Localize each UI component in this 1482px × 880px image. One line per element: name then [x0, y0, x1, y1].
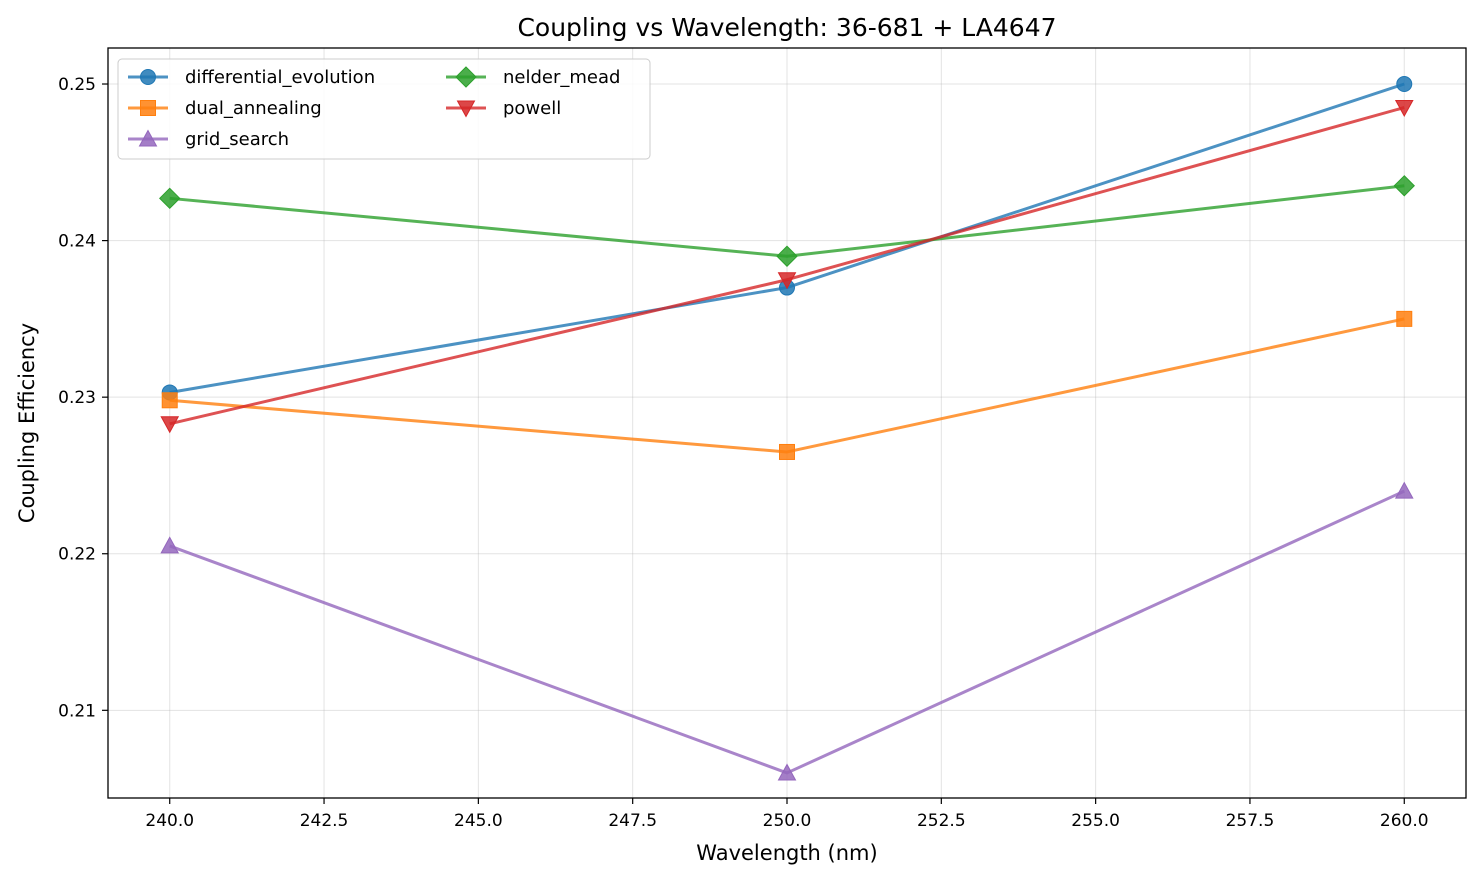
y-tick-label: 0.24 [58, 232, 96, 252]
legend-marker-powell [456, 100, 476, 118]
x-tick-label: 257.5 [1226, 811, 1275, 831]
legend-item-differential_evolution: differential_evolution [128, 67, 375, 88]
legend-label: nelder_mead [503, 67, 620, 88]
x-tick-label: 242.5 [300, 811, 349, 831]
x-axis-ticks: 240.0 242.5 245.0 247.5 250.0 252.5 255.0 257.5… [145, 798, 1429, 831]
y-tick-label: 0.21 [58, 701, 96, 721]
data-point-differential_evolution [1396, 76, 1413, 93]
data-point-grid_search [777, 763, 797, 781]
legend-label: powell [503, 98, 561, 119]
legend-marker-differential_evolution [140, 69, 156, 85]
legend-item-dual_annealing: dual_annealing [128, 98, 322, 119]
series-powell [160, 99, 1414, 434]
legend-item-nelder_mead: nelder_mead [446, 66, 620, 88]
x-tick-label: 260.0 [1380, 811, 1429, 831]
legend: differential_evolution dual_annealinggrid… [117, 58, 651, 160]
data-point-dual_annealing [1396, 310, 1413, 327]
series-dual_annealing [161, 310, 1413, 460]
data-point-dual_annealing [161, 392, 178, 409]
legend-item-powell: powell [446, 98, 561, 119]
y-tick-label: 0.22 [58, 545, 96, 565]
x-axis-label: Wavelength (nm) [696, 841, 877, 865]
data-point-powell [777, 272, 797, 290]
x-tick-label: 255.0 [1071, 811, 1120, 831]
legend-marker-nelder_mead [455, 66, 477, 88]
chart-title: Coupling vs Wavelength: 36-681 + LA4647 [517, 13, 1056, 42]
legend-marker-dual_annealing [140, 100, 156, 116]
data-point-nelder_mead [776, 245, 798, 267]
x-tick-label: 240.0 [145, 811, 194, 831]
y-tick-label: 0.25 [58, 75, 96, 95]
legend-label: grid_search [185, 129, 289, 150]
series-layer [159, 76, 1415, 781]
legend-label: dual_annealing [185, 98, 322, 119]
data-point-grid_search [1394, 481, 1414, 499]
x-tick-label: 250.0 [763, 811, 812, 831]
series-grid_search [160, 481, 1414, 781]
series-nelder_mead [159, 175, 1415, 267]
legend-box [117, 58, 651, 160]
grid-layer [108, 48, 1466, 798]
y-tick-label: 0.23 [58, 388, 96, 408]
legend-label: differential_evolution [185, 67, 375, 88]
x-tick-label: 245.0 [454, 811, 503, 831]
x-tick-label: 252.5 [917, 811, 966, 831]
x-tick-label: 247.5 [608, 811, 657, 831]
data-point-dual_annealing [779, 443, 795, 460]
legend-marker-grid_search [138, 129, 158, 147]
data-point-powell [160, 416, 180, 434]
data-point-grid_search [160, 536, 180, 554]
data-point-nelder_mead [1393, 175, 1415, 197]
legend-item-grid_search: grid_search [128, 129, 289, 150]
y-axis-ticks: 0.21 0.22 0.23 0.24 0.25 [58, 75, 108, 721]
y-axis-label: Coupling Efficiency [15, 323, 39, 523]
data-point-powell [1394, 99, 1414, 118]
data-point-nelder_mead [159, 187, 181, 210]
legend-items: differential_evolution dual_annealinggrid… [128, 66, 620, 150]
